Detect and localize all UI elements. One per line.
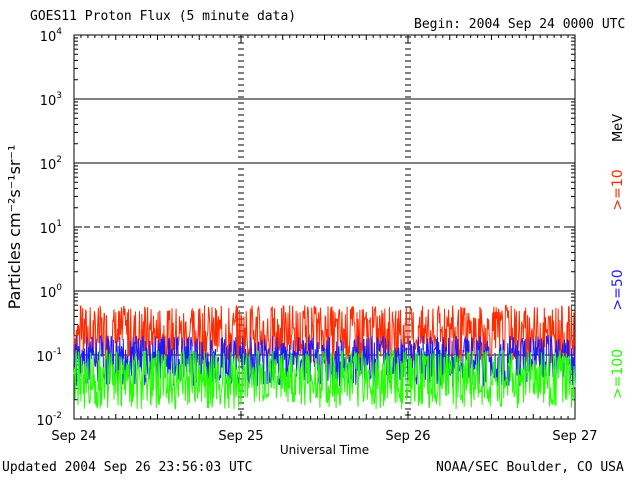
- y-tick-label: 104: [40, 27, 63, 45]
- y-tick-label: 10-2: [36, 411, 62, 429]
- legend-0: >=10: [610, 169, 626, 210]
- credit-text: NOAA/SEC Boulder, CO USA: [436, 460, 624, 475]
- x-tick-label: Sep 24: [51, 429, 96, 444]
- x-axis-label: Universal Time: [280, 443, 369, 457]
- legend-unit: MeV: [611, 114, 626, 142]
- updated-timestamp: Updated 2004 Sep 26 23:56:03 UTC: [2, 460, 253, 475]
- y-tick-label: 103: [40, 91, 62, 109]
- y-tick-label: 10-1: [36, 347, 62, 365]
- legend-2: >=100: [610, 349, 626, 399]
- legend-1: >=50: [610, 269, 626, 310]
- y-tick-label: 101: [40, 219, 62, 237]
- x-tick-label: Sep 27: [552, 429, 597, 444]
- begin-time: Begin: 2004 Sep 24 0000 UTC: [414, 17, 626, 32]
- y-axis-label: Particles cm⁻²s⁻¹sr⁻¹: [5, 145, 24, 310]
- y-tick-label: 102: [40, 155, 62, 173]
- series-line-2: [73, 349, 576, 410]
- chart-title: GOES11 Proton Flux (5 minute data): [30, 9, 297, 24]
- x-tick-label: Sep 26: [385, 429, 430, 444]
- y-tick-label: 100: [40, 283, 63, 301]
- x-tick-label: Sep 25: [218, 429, 263, 444]
